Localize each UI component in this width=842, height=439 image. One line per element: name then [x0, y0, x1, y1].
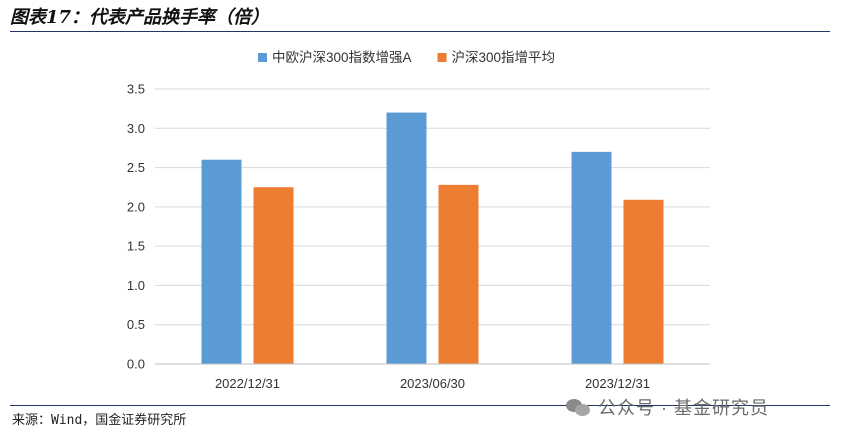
bar: [571, 151, 612, 364]
x-axis: 2022/12/31 2023/06/30 2023/12/31: [155, 363, 710, 391]
bar: [201, 159, 242, 364]
x-tick-label: 2022/12/31: [215, 376, 280, 391]
y-tick-label: 2.5: [127, 160, 145, 175]
y-tick-label: 1.5: [127, 239, 145, 254]
wechat-icon: [566, 396, 592, 418]
legend-swatch: [258, 53, 267, 62]
y-tick-label: 3.5: [127, 82, 145, 97]
y-axis: 0.0 0.5 1.0 1.5 2.0 2.5 3.0 3.5: [127, 82, 145, 372]
y-tick-label: 3.0: [127, 121, 145, 136]
y-tick-label: 0.5: [127, 317, 145, 332]
y-tick-label: 1.0: [127, 278, 145, 293]
chart-title: 图表17：代表产品换手率（倍）: [10, 7, 270, 28]
bar: [623, 199, 664, 364]
footer-rule: [10, 405, 830, 406]
gridlines: [155, 88, 710, 326]
bar: [253, 187, 294, 364]
legend-swatch: [437, 53, 447, 62]
x-tick-label: 2023/06/30: [400, 376, 465, 391]
legend-label: 沪深300指增平均: [452, 50, 556, 65]
watermark-text: 公众号 · 基金研究员: [598, 398, 769, 418]
y-tick-label: 0.0: [127, 357, 145, 372]
legend: 中欧沪深300指数增强A 沪深300指增平均: [258, 50, 555, 65]
watermark: 公众号 · 基金研究员: [566, 394, 769, 420]
bar: [438, 184, 479, 364]
title-rule: [10, 31, 830, 32]
source-note: 来源：Wind，国金证券研究所: [12, 413, 187, 428]
bar-chart: 中欧沪深300指数增强A 沪深300指增平均 0.0 0.5 1.0 1.5 2.0 2.5…: [127, 50, 710, 391]
bars: [201, 112, 664, 364]
bar: [386, 112, 427, 364]
legend-label: 中欧沪深300指数增强A: [272, 50, 412, 65]
x-tick-label: 2023/12/31: [585, 376, 650, 391]
y-tick-label: 2.0: [127, 199, 145, 214]
